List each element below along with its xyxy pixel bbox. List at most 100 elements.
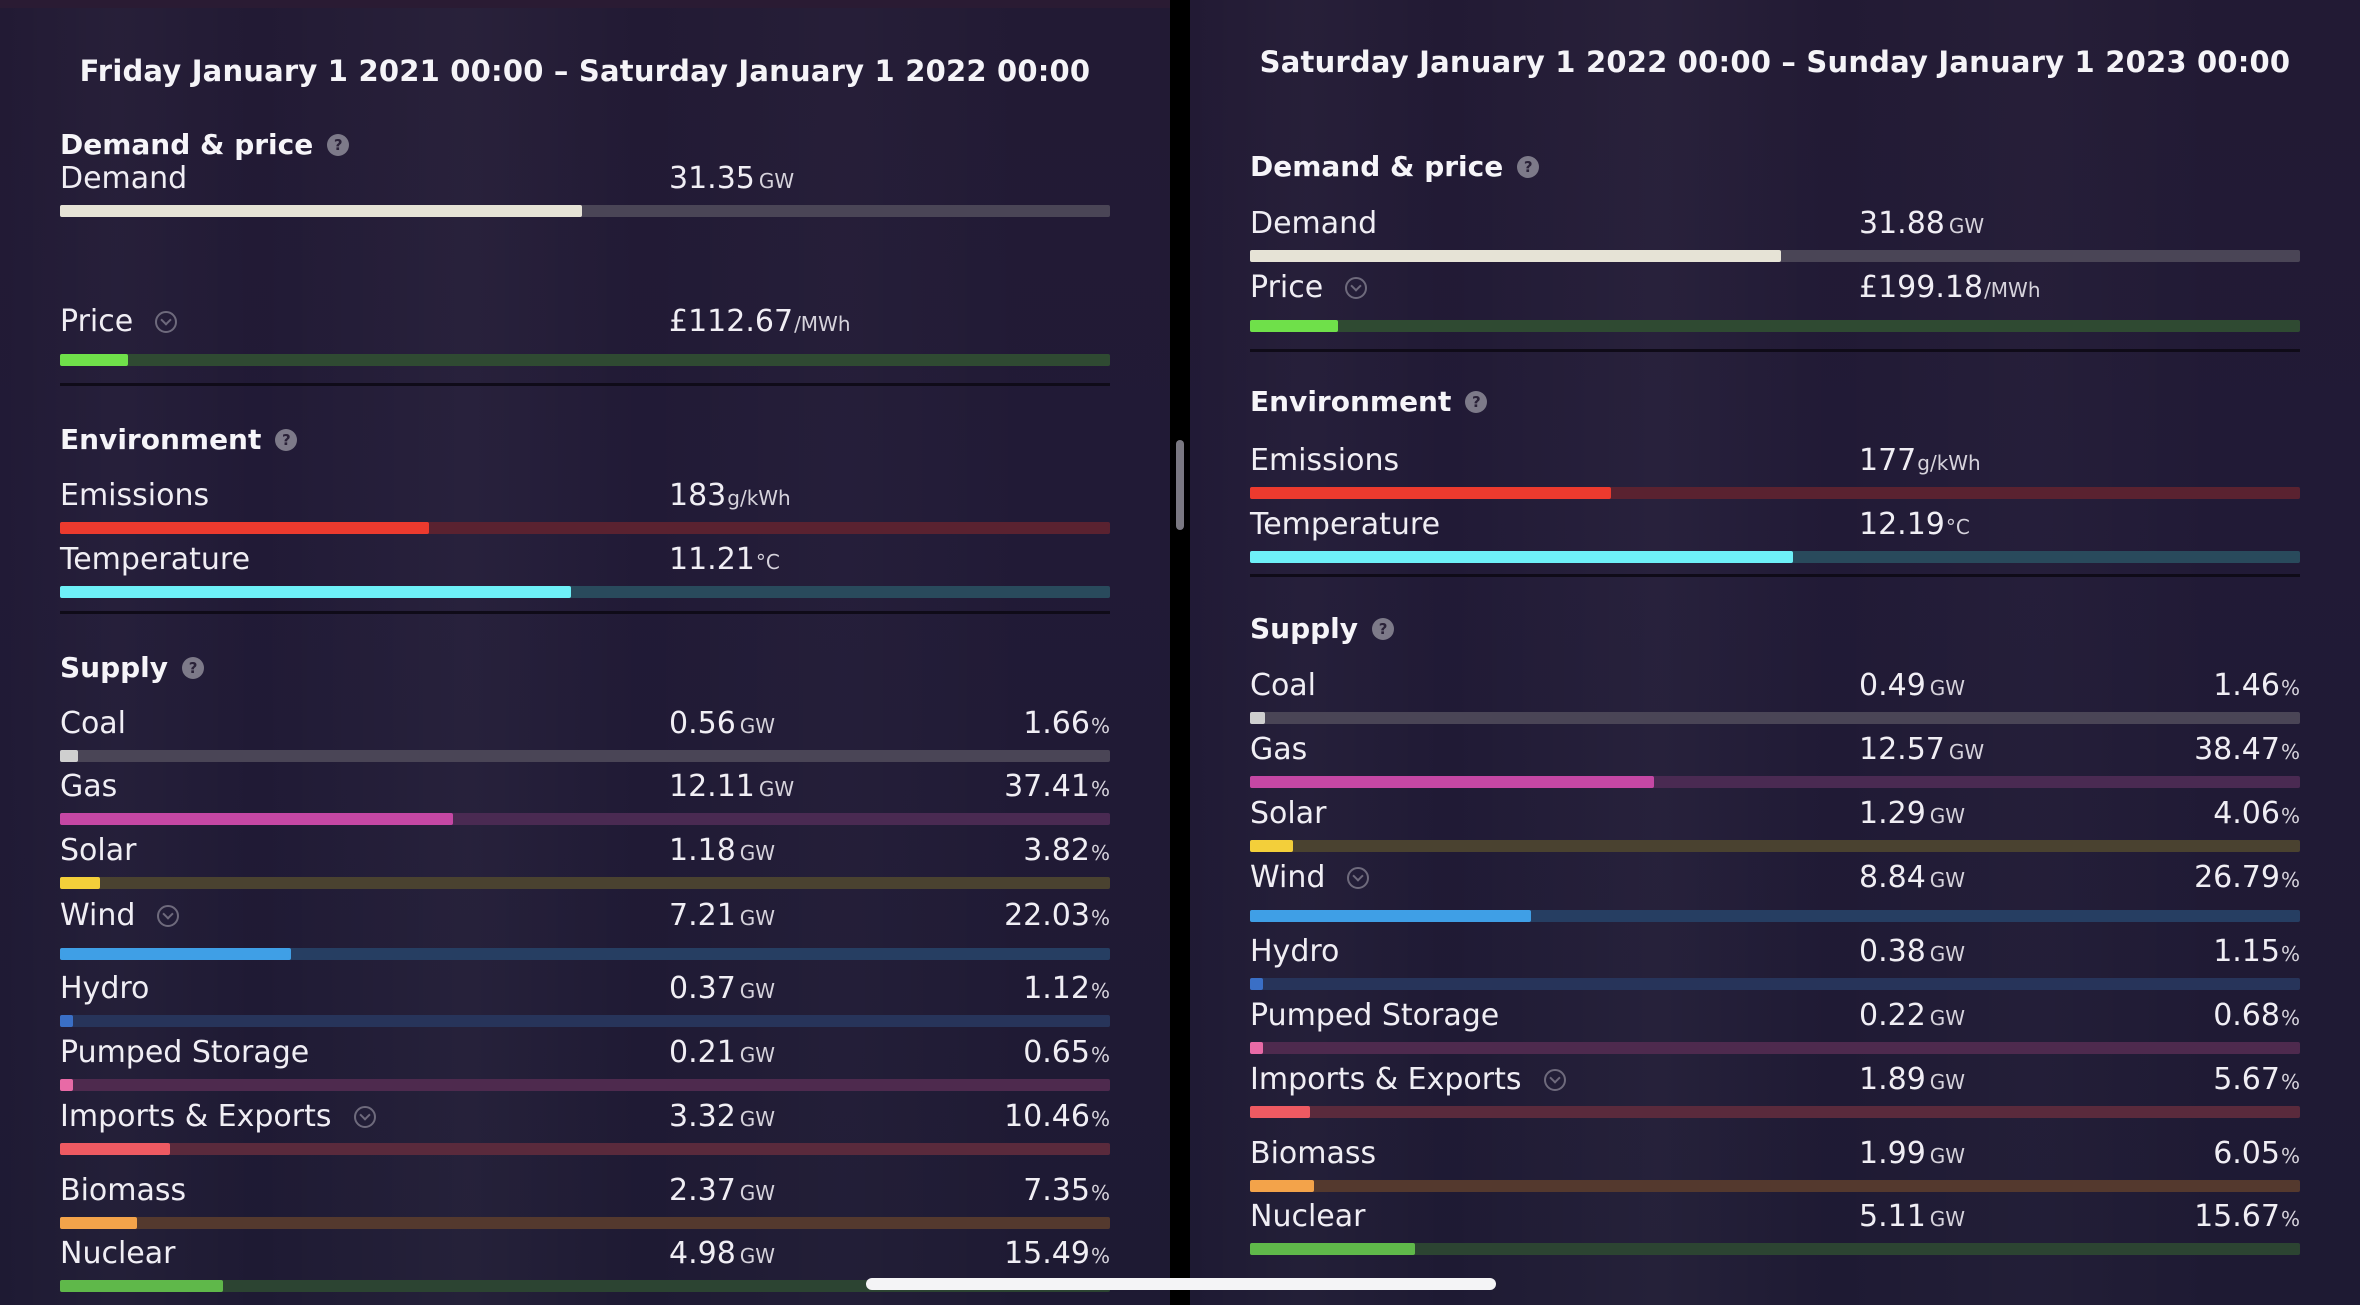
supply-row-biomass: Biomass 2.37 GW 7.35%	[60, 1173, 1110, 1233]
supply-share: 5.67%	[2213, 1062, 2300, 1097]
biomass-bar	[1250, 1180, 2300, 1192]
supply-row-wind: Wind 7.21 GW 22.03%	[60, 898, 1110, 960]
supply-label: Gas	[1250, 732, 1308, 767]
supply-row-coal: Coal 0.56 GW 1.66%	[60, 706, 1110, 766]
left-demand-price-heading: Demand & price ?	[60, 128, 350, 161]
pumped-storage-bar	[1250, 1042, 2300, 1054]
section-label: Demand & price	[1250, 150, 1504, 183]
right-demand-row: Demand 31.88 GW	[1250, 206, 2300, 266]
chevron-down-icon[interactable]	[1347, 866, 1370, 889]
imports-exports-bar-fill	[60, 1143, 171, 1155]
chevron-down-icon[interactable]	[157, 904, 180, 927]
supply-label: Nuclear	[1250, 1199, 1366, 1234]
supply-value: 1.29 GW	[1859, 796, 1966, 831]
right-period-panel: Saturday January 1 2022 00:00 – Sunday J…	[1190, 0, 2360, 1305]
metric-value: 31.88 GW	[1859, 206, 1985, 241]
supply-row-coal: Coal 0.49 GW 1.46%	[1250, 668, 2300, 728]
emissions-bar-fill	[60, 522, 429, 534]
chevron-down-icon[interactable]	[155, 310, 178, 333]
supply-label: Nuclear	[60, 1236, 176, 1271]
gas-bar	[60, 813, 1110, 825]
right-price-row: Price £199.18/MWh	[1250, 270, 2300, 332]
supply-share: 3.82%	[1023, 833, 1110, 868]
supply-row-imports-exports: Imports & Exports 3.32 GW 10.46%	[60, 1099, 1110, 1159]
supply-value: 1.89 GW	[1859, 1062, 1966, 1097]
supply-value: 0.22 GW	[1859, 998, 1966, 1033]
right-environment-heading: Environment ?	[1250, 385, 1488, 418]
chevron-down-icon[interactable]	[1345, 276, 1368, 299]
price-bar	[60, 354, 1110, 366]
supply-row-nuclear: Nuclear 4.98 GW 15.49%	[60, 1236, 1110, 1296]
metric-label: Temperature	[60, 542, 251, 577]
pumped-storage-bar	[60, 1079, 1110, 1091]
imports-exports-bar	[1250, 1106, 2300, 1118]
supply-value: 4.98 GW	[669, 1236, 776, 1271]
supply-row-wind: Wind 8.84 GW 26.79%	[1250, 860, 2300, 922]
imports-exports-bar	[60, 1143, 1110, 1155]
supply-share: 1.66%	[1023, 706, 1110, 741]
chevron-down-icon[interactable]	[1543, 1068, 1566, 1091]
supply-row-pumped-storage: Pumped Storage 0.21 GW 0.65%	[60, 1035, 1110, 1095]
supply-value: 1.18 GW	[669, 833, 776, 868]
biomass-bar	[60, 1217, 1110, 1229]
nuclear-bar-fill	[60, 1280, 223, 1292]
supply-share: 1.46%	[2213, 668, 2300, 703]
home-indicator[interactable]	[866, 1278, 1496, 1290]
split-view-handle[interactable]	[1176, 440, 1184, 530]
section-divider	[1250, 574, 2300, 577]
hydro-bar	[1250, 978, 2300, 990]
supply-value: 12.57 GW	[1859, 732, 1985, 767]
hydro-bar-fill	[1250, 978, 1263, 990]
supply-value: 7.21 GW	[669, 898, 776, 933]
temperature-bar-fill	[1250, 551, 1793, 563]
metric-label: Emissions	[60, 478, 210, 513]
supply-value: 2.37 GW	[669, 1173, 776, 1208]
demand-bar	[60, 205, 1110, 217]
section-label: Environment	[60, 423, 262, 456]
hydro-bar-fill	[60, 1015, 73, 1027]
help-icon[interactable]: ?	[1517, 155, 1540, 178]
nuclear-bar	[1250, 1243, 2300, 1255]
solar-bar	[1250, 840, 2300, 852]
supply-label: Imports & Exports	[60, 1099, 376, 1134]
supply-share: 15.49%	[1004, 1236, 1110, 1271]
supply-row-solar: Solar 1.29 GW 4.06%	[1250, 796, 2300, 856]
supply-row-gas: Gas 12.11 GW 37.41%	[60, 769, 1110, 829]
supply-label: Hydro	[60, 971, 150, 1006]
metric-label: Price	[1250, 270, 1368, 305]
split-view-divider[interactable]	[1170, 0, 1190, 1305]
supply-share: 10.46%	[1004, 1099, 1110, 1134]
left-period-panel: Friday January 1 2021 00:00 – Saturday J…	[0, 0, 1170, 1305]
metric-label: Demand	[60, 161, 188, 196]
section-label: Supply	[60, 651, 169, 684]
help-icon[interactable]: ?	[182, 656, 205, 679]
supply-share: 7.35%	[1023, 1173, 1110, 1208]
metric-value: 11.21°C	[669, 542, 780, 577]
section-label: Environment	[1250, 385, 1452, 418]
supply-row-solar: Solar 1.18 GW 3.82%	[60, 833, 1110, 893]
help-icon[interactable]: ?	[327, 133, 350, 156]
supply-share: 37.41%	[1004, 769, 1110, 804]
metric-value: 183g/kWh	[669, 478, 791, 513]
demand-bar	[1250, 250, 2300, 262]
help-icon[interactable]: ?	[1372, 617, 1395, 640]
supply-label: Imports & Exports	[1250, 1062, 1566, 1097]
left-temperature-row: Temperature 11.21°C	[60, 542, 1110, 602]
supply-share: 26.79%	[2194, 860, 2300, 895]
help-icon[interactable]: ?	[275, 428, 298, 451]
supply-share: 0.68%	[2213, 998, 2300, 1033]
chevron-down-icon[interactable]	[353, 1105, 376, 1128]
supply-row-pumped-storage: Pumped Storage 0.22 GW 0.68%	[1250, 998, 2300, 1058]
help-icon[interactable]: ?	[1465, 390, 1488, 413]
supply-row-hydro: Hydro 0.37 GW 1.12%	[60, 971, 1110, 1031]
supply-share: 6.05%	[2213, 1136, 2300, 1171]
coal-bar-fill	[60, 750, 78, 762]
supply-share: 1.15%	[2213, 934, 2300, 969]
supply-label: Hydro	[1250, 934, 1340, 969]
section-divider	[60, 383, 1110, 386]
supply-value: 8.84 GW	[1859, 860, 1966, 895]
supply-label: Coal	[1250, 668, 1317, 703]
supply-row-imports-exports: Imports & Exports 1.89 GW 5.67%	[1250, 1062, 2300, 1122]
right-emissions-row: Emissions 177g/kWh	[1250, 443, 2300, 503]
left-price-row: Price £112.67/MWh	[60, 304, 1110, 366]
